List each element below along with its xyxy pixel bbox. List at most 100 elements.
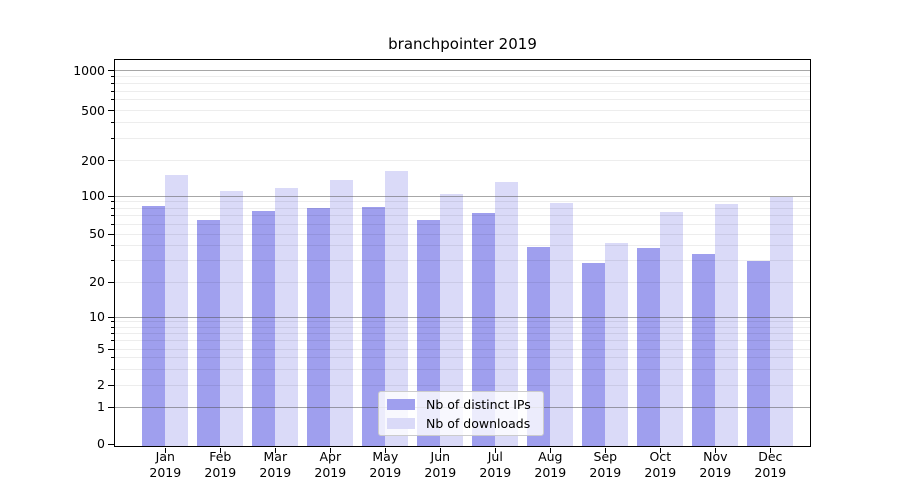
gridline-minor (114, 201, 811, 203)
y-tick-minor (111, 215, 114, 217)
y-tick (108, 195, 114, 197)
y-tick-minor (111, 332, 114, 334)
x-tick-label: May 2019 (369, 448, 402, 481)
y-tick-minor (111, 201, 114, 203)
y-tick (108, 384, 114, 386)
gridline-minor (114, 348, 811, 350)
bar-downloads (550, 203, 574, 447)
bar-downloads (385, 171, 409, 447)
legend-label: Nb of distinct IPs (426, 396, 531, 412)
x-tick (329, 448, 331, 453)
y-tick-minor (111, 326, 114, 328)
y-tick-minor (111, 368, 114, 370)
x-tick (384, 448, 386, 453)
gridline-minor (114, 110, 811, 111)
gridline-minor (114, 99, 811, 101)
y-tick-label: 2 (97, 377, 105, 392)
bar-distinct-ips (472, 212, 496, 447)
x-tick-label: Jun 2019 (424, 448, 457, 481)
x-tick-label: Oct 2019 (644, 448, 677, 481)
gridline-minor (114, 357, 811, 359)
gridline-minor (114, 260, 811, 262)
y-tick-minor (111, 137, 114, 139)
y-tick (108, 70, 114, 71)
bar-distinct-ips (142, 205, 166, 447)
bar-downloads (715, 203, 739, 447)
y-tick-minor (111, 76, 114, 78)
x-tick-label: Dec 2019 (754, 448, 787, 481)
gridline-minor (114, 332, 811, 334)
x-tick (439, 448, 441, 453)
y-tick-label: 5 (97, 341, 105, 356)
y-tick (108, 348, 114, 350)
x-tick-label: Sep 2019 (589, 448, 622, 481)
y-tick-minor (111, 99, 114, 101)
legend-swatch-distinct-ips (387, 398, 415, 410)
bar-distinct-ips (692, 254, 716, 447)
y-tick-minor (111, 260, 114, 262)
x-tick (494, 448, 496, 453)
gridline-minor (114, 207, 811, 209)
x-tick (274, 448, 276, 453)
gridline-minor (114, 368, 811, 370)
y-tick-label: 1000 (73, 62, 105, 78)
bar-distinct-ips (417, 219, 441, 447)
gridline-major (114, 195, 811, 197)
legend-item: Nb of distinct IPs (387, 397, 535, 412)
x-tick (219, 448, 221, 453)
y-tick (108, 316, 114, 318)
y-tick (108, 281, 114, 283)
gridline-minor (114, 384, 811, 386)
gridline-minor (114, 281, 811, 283)
x-tick-label: Jul 2019 (479, 448, 512, 481)
gridline-minor (114, 122, 811, 124)
gridline-minor (114, 90, 811, 92)
bar-distinct-ips (582, 262, 606, 447)
y-tick-minor (111, 245, 114, 247)
gridline-major (114, 316, 811, 318)
bar-distinct-ips (362, 206, 386, 447)
bar-downloads (770, 197, 794, 447)
y-tick-minor (111, 321, 114, 323)
bar-downloads (440, 193, 464, 447)
x-tick (549, 448, 551, 453)
y-tick-minor (111, 90, 114, 92)
y-tick (108, 233, 114, 235)
y-tick-minor (111, 340, 114, 342)
gridline-minor (114, 137, 811, 139)
gridline-minor (114, 340, 811, 342)
y-tick-label: 10 (89, 309, 105, 324)
x-tick-label: Jan 2019 (149, 448, 182, 481)
y-tick (108, 443, 114, 445)
x-tick (769, 448, 771, 453)
legend-swatch-downloads (387, 417, 415, 429)
bar-downloads (220, 191, 244, 447)
y-tick-minor (111, 207, 114, 209)
legend: Nb of distinct IPs Nb of downloads (378, 391, 544, 436)
y-tick (108, 160, 114, 161)
legend-label: Nb of downloads (426, 415, 531, 431)
gridline-minor (114, 245, 811, 247)
bar-distinct-ips (747, 260, 771, 447)
gridline-minor (114, 160, 811, 161)
bar-downloads (495, 181, 519, 447)
y-tick-label: 50 (89, 226, 105, 241)
bar-distinct-ips (637, 248, 661, 447)
y-tick-label: 100 (81, 188, 105, 203)
y-tick-label: 1 (97, 399, 105, 414)
bar-downloads (605, 243, 629, 447)
legend-item: Nb of downloads (387, 416, 535, 431)
gridline-minor (114, 223, 811, 225)
y-tick (108, 406, 114, 408)
bar-distinct-ips (252, 211, 276, 447)
y-tick-minor (111, 82, 114, 84)
x-tick-label: Apr 2019 (314, 448, 347, 481)
x-tick (164, 448, 166, 453)
bar-distinct-ips (197, 220, 221, 447)
gridline-minor (114, 76, 811, 78)
y-tick-minor (111, 223, 114, 225)
x-tick (714, 448, 716, 453)
x-tick-label: Feb 2019 (204, 448, 237, 481)
x-tick-label: Mar 2019 (259, 448, 292, 481)
